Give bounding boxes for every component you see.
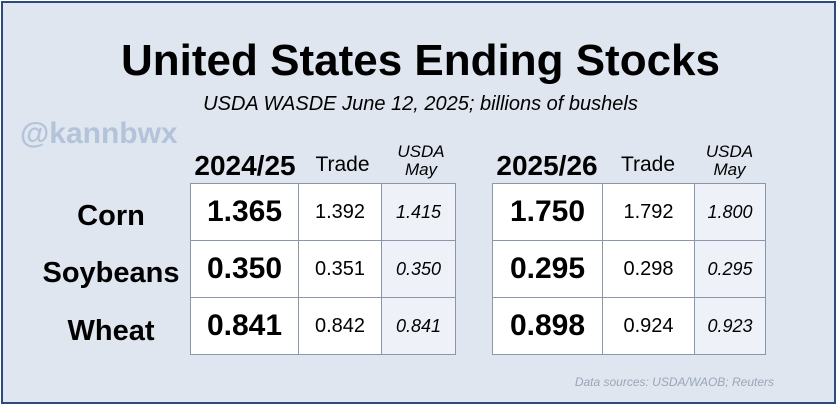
- left-corn-value: 1.365: [190, 183, 299, 241]
- left-may-label: May: [404, 160, 438, 179]
- left-corn-trade: 1.392: [298, 183, 382, 241]
- row-label-soybeans: Soybeans: [42, 257, 180, 289]
- right-may-label: May: [713, 160, 746, 179]
- left-wheat-usda-may: 0.841: [381, 297, 456, 355]
- left-soybeans-value: 0.350: [190, 240, 299, 298]
- left-wheat-trade: 0.842: [298, 297, 382, 355]
- table-row: 1.750 1.792 1.800: [492, 183, 766, 241]
- left-year-header: 2024/25: [194, 150, 296, 181]
- right-corn-usda-may: 1.800: [694, 183, 766, 241]
- page-title: United States Ending Stocks: [121, 36, 720, 85]
- left-wheat-value: 0.841: [190, 297, 299, 355]
- left-stocks-table: 1.365 1.392 1.415 0.350 0.351 0.350 0.84…: [190, 183, 456, 355]
- left-trade-header: Trade: [315, 153, 370, 176]
- left-usda-label: USDA: [397, 142, 445, 161]
- left-soybeans-trade: 0.351: [298, 240, 382, 298]
- right-usda-label: USDA: [705, 142, 754, 161]
- row-label-wheat: Wheat: [67, 315, 155, 347]
- right-soybeans-usda-may: 0.295: [694, 240, 766, 298]
- left-corn-usda-may: 1.415: [381, 183, 456, 241]
- right-stocks-table: 1.750 1.792 1.800 0.295 0.298 0.295 0.89…: [492, 183, 766, 355]
- right-wheat-trade: 0.924: [602, 297, 695, 355]
- right-wheat-value: 0.898: [492, 297, 603, 355]
- watermark-handle: @kannbwx: [20, 117, 178, 150]
- table-row: 0.841 0.842 0.841: [190, 297, 456, 355]
- left-soybeans-usda-may: 0.350: [381, 240, 456, 298]
- row-label-corn: Corn: [77, 200, 145, 232]
- table-row: 0.898 0.924 0.923: [492, 297, 766, 355]
- right-soybeans-value: 0.295: [492, 240, 603, 298]
- right-usda-may-header: USDA May: [694, 143, 765, 179]
- table-row: 1.365 1.392 1.415: [190, 183, 456, 241]
- right-year-header: 2025/26: [496, 150, 598, 181]
- right-wheat-usda-may: 0.923: [694, 297, 766, 355]
- table-row: 0.295 0.298 0.295: [492, 240, 766, 298]
- right-trade-header: Trade: [620, 153, 676, 176]
- data-source-note: Data sources: USDA/WAOB; Reuters: [574, 375, 774, 389]
- page-subtitle: USDA WASDE June 12, 2025; billions of bu…: [203, 93, 638, 115]
- table-row: 0.350 0.351 0.350: [190, 240, 456, 298]
- left-usda-may-header: USDA May: [384, 143, 458, 179]
- right-corn-value: 1.750: [492, 183, 603, 241]
- right-soybeans-trade: 0.298: [602, 240, 695, 298]
- right-corn-trade: 1.792: [602, 183, 695, 241]
